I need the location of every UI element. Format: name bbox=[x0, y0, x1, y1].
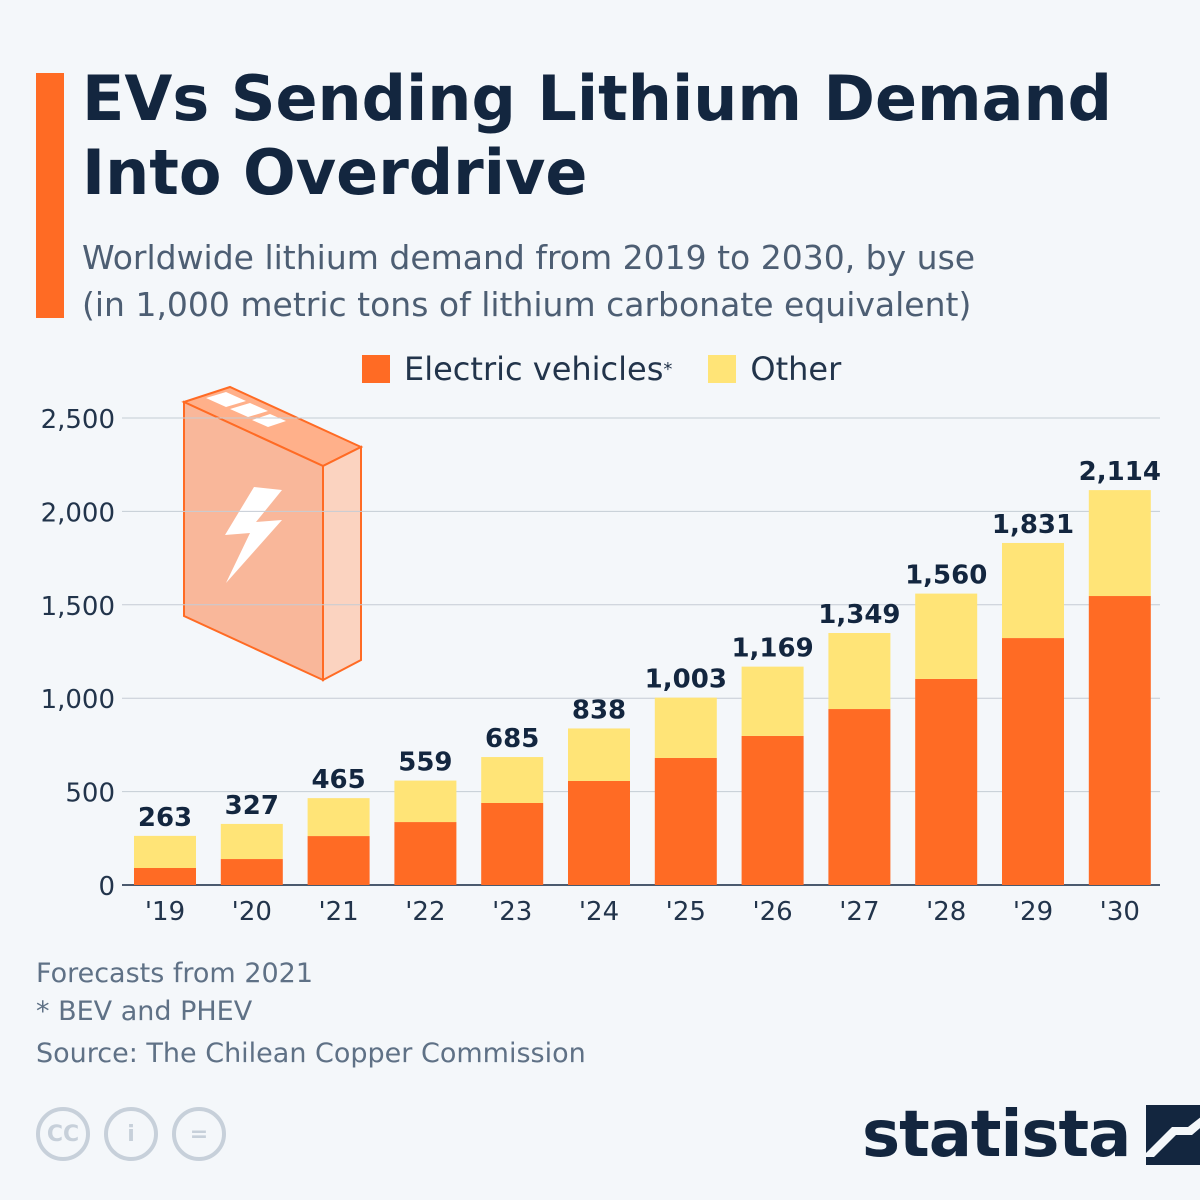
bar-other bbox=[394, 780, 457, 823]
bar-other bbox=[828, 633, 891, 710]
bar-other bbox=[741, 666, 804, 736]
total-label: 263 bbox=[138, 803, 192, 833]
y-tick-label: 2,000 bbox=[41, 498, 115, 528]
bar-other bbox=[1088, 490, 1151, 597]
bar-ev bbox=[307, 836, 370, 885]
x-tick-label: '26 bbox=[752, 897, 792, 927]
bar-ev bbox=[1002, 638, 1064, 885]
x-tick-label: '21 bbox=[318, 897, 358, 927]
total-label: 1,560 bbox=[905, 561, 987, 591]
bar-ev bbox=[134, 868, 196, 885]
x-tick-label: '25 bbox=[666, 897, 706, 927]
subtitle-line-1: Worldwide lithium demand from 2019 to 20… bbox=[82, 238, 976, 277]
bar-ev bbox=[220, 859, 283, 885]
subtitle-line-2: (in 1,000 metric tons of lithium carbona… bbox=[82, 285, 972, 324]
notes: Forecasts from 2021 * BEV and PHEV Sourc… bbox=[36, 955, 586, 1073]
bar-ev bbox=[568, 780, 630, 885]
bar-other bbox=[568, 728, 630, 781]
bar-ev bbox=[741, 735, 804, 885]
bar-other bbox=[307, 798, 370, 837]
bar-ev bbox=[654, 757, 717, 885]
creative-commons-icon[interactable]: CC bbox=[36, 1107, 90, 1161]
bar-other bbox=[1002, 542, 1064, 639]
x-tick-label: '19 bbox=[145, 897, 185, 927]
x-tick-label: '24 bbox=[579, 897, 619, 927]
bar-ev bbox=[915, 678, 978, 885]
legend-label-ev: Electric vehicles bbox=[404, 350, 664, 388]
y-tick-label: 1,000 bbox=[41, 685, 115, 715]
bar-other bbox=[220, 823, 283, 860]
bar-ev bbox=[481, 802, 544, 885]
accent-bar bbox=[36, 73, 64, 318]
bar-other bbox=[915, 593, 978, 679]
total-label: 1,003 bbox=[645, 665, 727, 695]
total-label: 327 bbox=[225, 791, 279, 821]
bar-chart: 0 500 1,000 1,500 2,000 2,500 263 '19 327 '20 465 '… bbox=[41, 385, 1161, 927]
page-title: EVs Sending Lithium Demand Into Overdriv… bbox=[82, 62, 1112, 209]
attribution-icon[interactable]: i bbox=[104, 1107, 158, 1161]
x-tick-label: '29 bbox=[1013, 897, 1053, 927]
legend-label-other: Other bbox=[750, 350, 842, 388]
legend: Electric vehicles * Other bbox=[362, 350, 877, 388]
legend-item-ev: Electric vehicles * bbox=[362, 350, 672, 388]
x-tick-label: '27 bbox=[839, 897, 879, 927]
logo-text: statista bbox=[862, 1098, 1131, 1172]
total-label: 2,114 bbox=[1079, 457, 1161, 487]
x-tick-label: '23 bbox=[492, 897, 532, 927]
footnote: * BEV and PHEV bbox=[36, 996, 253, 1027]
legend-swatch-other bbox=[708, 355, 737, 383]
total-label: 1,831 bbox=[992, 510, 1074, 540]
y-tick-label: 500 bbox=[65, 779, 115, 809]
legend-swatch-ev bbox=[362, 355, 390, 383]
total-label: 465 bbox=[311, 765, 365, 795]
no-derivatives-icon[interactable]: = bbox=[172, 1107, 226, 1161]
legend-item-other: Other bbox=[708, 350, 841, 388]
forecast-note: Forecasts from 2021 bbox=[36, 958, 314, 989]
legend-footnote-mark: * bbox=[663, 358, 673, 380]
total-label: 685 bbox=[485, 724, 539, 754]
source-link[interactable]: Source: The Chilean Copper Commission bbox=[36, 1038, 586, 1069]
x-tick-label: '22 bbox=[405, 897, 445, 927]
bar-other bbox=[481, 757, 544, 803]
total-label: 1,349 bbox=[818, 600, 900, 630]
y-tick-label: 0 bbox=[98, 872, 115, 902]
y-tick-label: 2,500 bbox=[41, 405, 115, 435]
statista-logo-icon bbox=[1146, 1105, 1200, 1165]
total-label: 1,169 bbox=[731, 634, 813, 664]
y-tick-label: 1,500 bbox=[41, 592, 115, 622]
total-label: 559 bbox=[398, 748, 452, 778]
bar-other bbox=[134, 835, 196, 869]
x-tick-label: '20 bbox=[232, 897, 272, 927]
x-tick-label: '28 bbox=[926, 897, 966, 927]
license-icons: CC i = bbox=[36, 1107, 226, 1161]
statista-logo[interactable]: statista bbox=[862, 1098, 1200, 1172]
subtitle: Worldwide lithium demand from 2019 to 20… bbox=[82, 234, 1182, 328]
x-tick-label: '30 bbox=[1100, 897, 1140, 927]
bar-other bbox=[654, 697, 717, 758]
bar-ev bbox=[828, 709, 891, 885]
total-label: 838 bbox=[572, 695, 626, 725]
bar-ev bbox=[1088, 596, 1151, 885]
battery-icon bbox=[181, 385, 364, 682]
bar-ev bbox=[394, 822, 457, 885]
